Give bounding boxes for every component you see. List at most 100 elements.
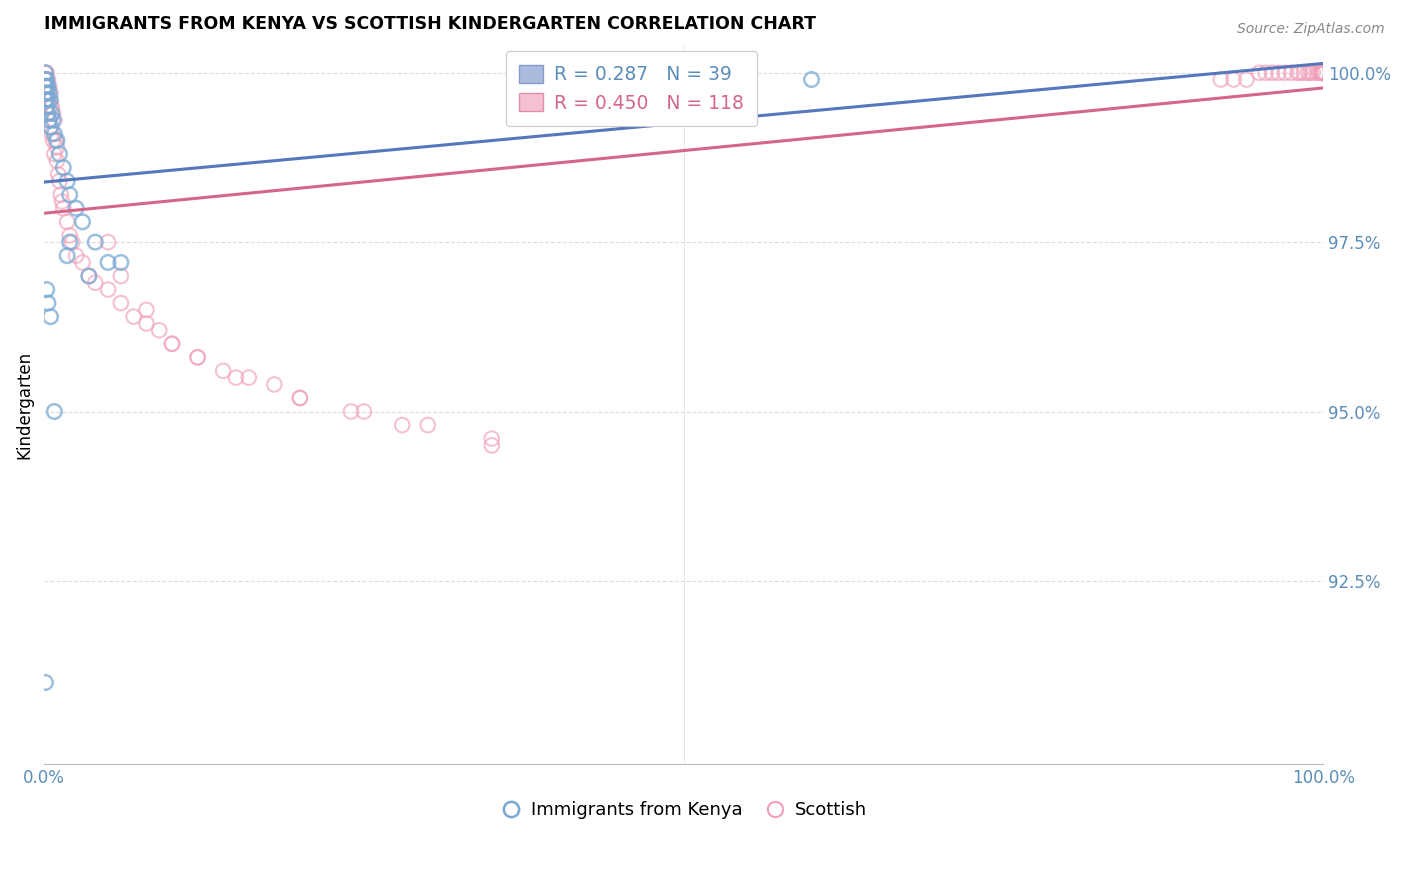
Point <box>42 113 65 128</box>
Point <box>37 106 59 120</box>
Point <box>110 296 132 310</box>
Point <box>41 106 63 120</box>
Point <box>481 438 503 452</box>
Point <box>44 127 66 141</box>
Point <box>122 310 145 324</box>
Point <box>35 79 58 94</box>
Point <box>77 268 100 283</box>
Point <box>1267 66 1289 80</box>
Point <box>34 72 56 87</box>
Point <box>1254 66 1277 80</box>
Point <box>1312 66 1334 80</box>
Point <box>110 268 132 283</box>
Point <box>44 113 66 128</box>
Point <box>37 106 59 120</box>
Point <box>160 336 183 351</box>
Point <box>212 364 235 378</box>
Point <box>48 147 70 161</box>
Point <box>416 418 439 433</box>
Point <box>34 79 56 94</box>
Point <box>38 113 60 128</box>
Point <box>135 302 157 317</box>
Point <box>1312 66 1334 80</box>
Point <box>1312 66 1334 80</box>
Point <box>1234 72 1257 87</box>
Point <box>59 235 82 249</box>
Point <box>148 323 170 337</box>
Point <box>1306 66 1329 80</box>
Point <box>1312 66 1334 80</box>
Point <box>1312 66 1334 80</box>
Point <box>1312 66 1334 80</box>
Point <box>72 255 94 269</box>
Point <box>1312 66 1334 80</box>
Point <box>37 79 59 94</box>
Point <box>1292 66 1315 80</box>
Point <box>288 391 311 405</box>
Point <box>34 79 56 94</box>
Point <box>340 404 363 418</box>
Point <box>35 66 58 80</box>
Point <box>65 201 87 215</box>
Point <box>1312 66 1334 80</box>
Point <box>353 404 375 418</box>
Text: IMMIGRANTS FROM KENYA VS SCOTTISH KINDERGARTEN CORRELATION CHART: IMMIGRANTS FROM KENYA VS SCOTTISH KINDER… <box>44 15 815 33</box>
Point <box>52 161 75 175</box>
Point <box>34 86 56 100</box>
Point <box>187 351 209 365</box>
Point <box>1289 66 1312 80</box>
Point <box>45 134 67 148</box>
Point <box>1308 66 1330 80</box>
Point <box>37 93 59 107</box>
Point <box>135 317 157 331</box>
Point <box>1312 66 1334 80</box>
Point <box>1312 66 1334 80</box>
Point <box>41 127 63 141</box>
Point <box>56 249 79 263</box>
Point <box>800 72 823 87</box>
Point <box>1312 66 1334 80</box>
Point <box>1312 66 1334 80</box>
Point <box>34 66 56 80</box>
Point <box>39 310 62 324</box>
Point <box>37 79 59 94</box>
Point <box>34 72 56 87</box>
Point <box>34 79 56 94</box>
Point <box>1279 66 1302 80</box>
Point <box>38 79 60 94</box>
Point <box>97 283 120 297</box>
Point <box>1312 66 1334 80</box>
Point <box>45 134 67 148</box>
Point <box>42 106 65 120</box>
Point <box>35 86 58 100</box>
Point <box>1261 66 1284 80</box>
Point <box>35 79 58 94</box>
Point <box>37 93 59 107</box>
Point <box>77 268 100 283</box>
Point <box>34 72 56 87</box>
Point <box>238 370 260 384</box>
Point <box>97 255 120 269</box>
Point <box>56 174 79 188</box>
Point <box>39 100 62 114</box>
Point <box>65 249 87 263</box>
Point <box>1312 66 1334 80</box>
Point <box>1222 72 1244 87</box>
Point <box>1312 66 1334 80</box>
Point <box>187 351 209 365</box>
Point <box>34 675 56 690</box>
Point <box>1312 66 1334 80</box>
Point <box>52 201 75 215</box>
Point <box>42 134 65 148</box>
Point <box>46 168 69 182</box>
Point <box>1312 66 1334 80</box>
Point <box>35 100 58 114</box>
Point <box>1312 66 1334 80</box>
Point <box>1310 66 1333 80</box>
Point <box>41 100 63 114</box>
Point <box>72 215 94 229</box>
Point <box>39 93 62 107</box>
Point <box>39 120 62 134</box>
Point <box>34 86 56 100</box>
Point <box>1299 66 1322 80</box>
